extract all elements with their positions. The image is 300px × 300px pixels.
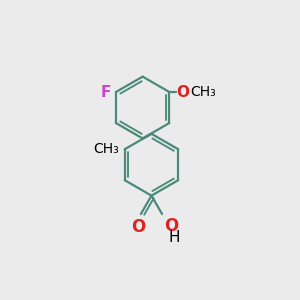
Text: CH₃: CH₃ [190, 85, 216, 99]
Text: O: O [131, 218, 146, 236]
Text: F: F [100, 85, 111, 100]
Text: O: O [164, 217, 179, 235]
Text: H: H [169, 230, 180, 245]
Text: O: O [176, 85, 190, 100]
Text: CH₃: CH₃ [94, 142, 119, 156]
